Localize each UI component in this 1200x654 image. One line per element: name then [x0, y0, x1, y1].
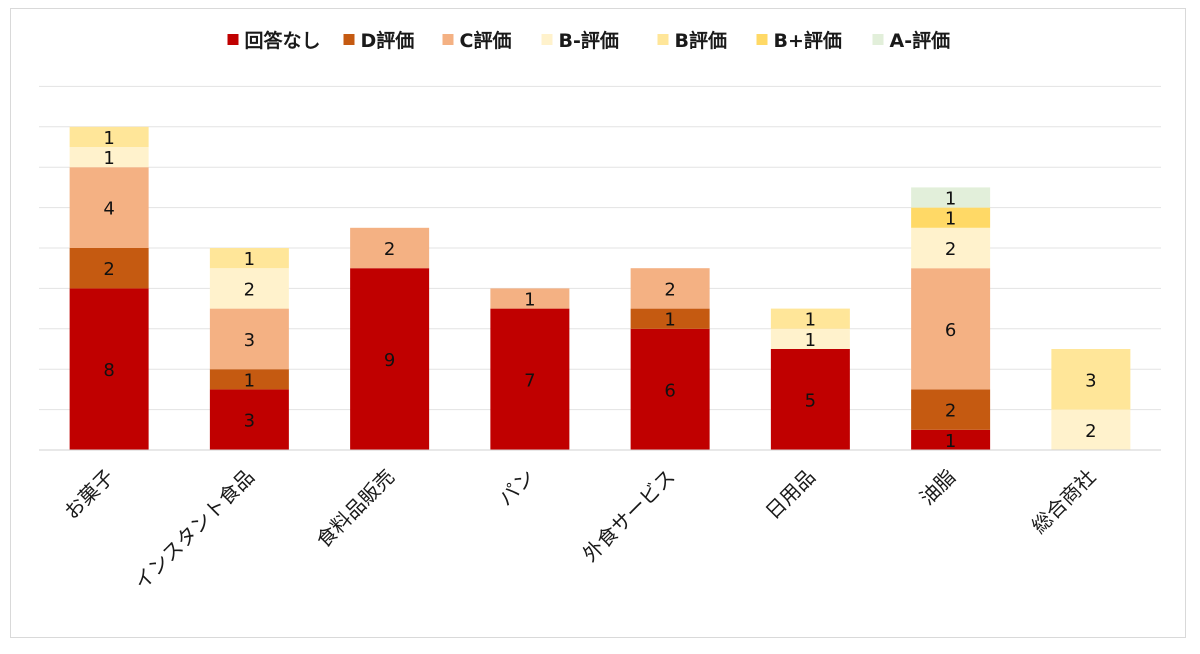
data-label: 1 — [244, 249, 255, 270]
bar-segment — [209, 268, 289, 309]
data-label: 1 — [805, 330, 816, 351]
bar-segment — [69, 248, 149, 289]
data-label: 3 — [244, 411, 255, 432]
legend: 回答なし D評価 C評価 B-評価 B評価 B+評価 A-評価 — [227, 29, 951, 52]
data-label: 1 — [664, 310, 675, 331]
data-label: 4 — [103, 199, 114, 220]
bar-segment — [350, 227, 430, 269]
data-label: 9 — [384, 350, 395, 371]
gridlines — [39, 85, 1161, 411]
category-label: 油脂 — [915, 465, 960, 510]
category-label: インスタント食品 — [129, 465, 259, 595]
bar-segment — [69, 167, 149, 248]
data-label: 2 — [244, 279, 255, 300]
data-label: 2 — [103, 259, 114, 280]
legend-label: C評価 — [460, 29, 512, 52]
bar-segment — [770, 328, 850, 349]
bar-segment — [630, 268, 710, 309]
data-label: 1 — [103, 148, 114, 169]
data-label: 1 — [524, 290, 535, 311]
legend-swatch — [541, 34, 553, 45]
data-label: 1 — [945, 431, 956, 452]
data-label: 1 — [945, 189, 956, 210]
bar-segment — [911, 268, 991, 390]
legend-swatch — [343, 34, 355, 45]
bar-segment — [69, 288, 149, 450]
legend-label: B評価 — [675, 29, 727, 52]
bar-segment — [770, 308, 850, 329]
data-label: 5 — [805, 391, 816, 412]
bar-segment — [350, 268, 430, 450]
category-label: お菓子 — [59, 465, 118, 524]
bar-segment — [209, 389, 289, 450]
category-labels: お菓子 インスタント食品 食料品販売 パン 外食サービス 日用品 油脂 総合商社 — [59, 465, 1100, 595]
data-label: 2 — [945, 401, 956, 422]
bar-segment — [69, 126, 149, 147]
legend-label: 回答なし — [245, 29, 321, 52]
bar-segment — [911, 227, 991, 269]
bar-segment — [1051, 409, 1131, 450]
bar-segment — [209, 248, 289, 269]
bar-segment — [1051, 349, 1131, 410]
category-label: 日用品 — [761, 465, 820, 524]
category-label: 総合商社 — [1027, 465, 1101, 539]
bar-segment — [630, 328, 710, 450]
data-label: 1 — [805, 310, 816, 331]
bar-segment — [911, 429, 991, 450]
legend-label: D評価 — [361, 29, 415, 52]
legend-swatch — [442, 34, 454, 45]
legend-swatch — [756, 34, 768, 45]
data-label: 2 — [384, 239, 395, 260]
data-label: 3 — [1085, 370, 1096, 391]
data-label: 3 — [244, 330, 255, 351]
data-label: 2 — [1085, 421, 1096, 442]
bar-segment — [69, 147, 149, 168]
legend-swatch — [872, 34, 884, 45]
bar-segment — [490, 308, 570, 450]
legend-label: B+評価 — [774, 29, 842, 52]
bar-segment — [490, 288, 570, 309]
category-label: 食料品販売 — [311, 465, 399, 553]
bar-segment — [209, 308, 289, 370]
data-label: 7 — [524, 370, 535, 391]
data-label: 6 — [945, 320, 956, 341]
bar-segment — [911, 187, 991, 208]
data-label: 2 — [664, 279, 675, 300]
legend-label: B-評価 — [559, 29, 619, 52]
legend-swatch — [657, 34, 669, 45]
bar-segment — [630, 308, 710, 329]
data-label: 2 — [945, 239, 956, 260]
bar-segment — [911, 389, 991, 430]
data-label: 8 — [103, 360, 114, 381]
data-label: 6 — [664, 380, 675, 401]
data-label: 1 — [945, 209, 956, 230]
category-label: 外食サービス — [578, 465, 680, 567]
data-label: 1 — [244, 370, 255, 391]
legend-label: A-評価 — [890, 29, 951, 52]
bar-segment — [911, 207, 991, 228]
data-label: 1 — [103, 128, 114, 149]
bar-segment — [209, 369, 289, 390]
bar-segment — [770, 349, 850, 450]
legend-swatch — [227, 34, 239, 45]
category-label: パン — [493, 465, 539, 511]
